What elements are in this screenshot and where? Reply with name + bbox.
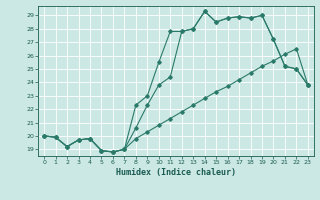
X-axis label: Humidex (Indice chaleur): Humidex (Indice chaleur) [116, 168, 236, 177]
